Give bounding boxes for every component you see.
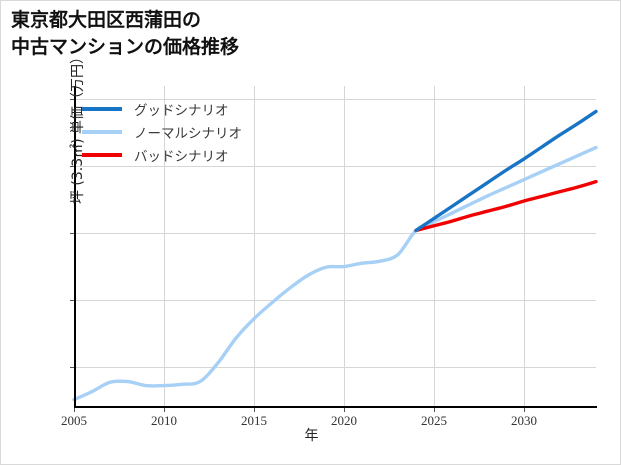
x-tick-label: 2020 — [331, 413, 357, 428]
legend-label: グッドシナリオ — [134, 102, 229, 119]
legend-color-swatch — [82, 129, 122, 134]
series-line — [72, 145, 598, 402]
x-tick-mark — [164, 408, 165, 412]
legend-item[interactable]: ノーマルシナリオ — [82, 120, 242, 143]
x-tick-label: 2010 — [151, 413, 177, 428]
gridline-vertical — [434, 86, 435, 407]
y-axis-spine — [74, 86, 76, 408]
y-tick-mark — [70, 99, 74, 100]
x-tick-mark — [524, 408, 525, 412]
series-line — [414, 179, 598, 233]
y-tick-mark — [70, 367, 74, 368]
plot-area — [72, 86, 598, 407]
x-tick-label: 2025 — [421, 413, 447, 428]
gridline-horizontal — [74, 166, 596, 167]
gridline-horizontal — [74, 233, 596, 234]
gridline-vertical — [344, 86, 345, 407]
legend-item[interactable]: バッドシナリオ — [82, 143, 242, 166]
gridline-horizontal — [74, 367, 596, 368]
legend-label: ノーマルシナリオ — [134, 125, 242, 142]
legend-color-swatch — [82, 152, 122, 157]
legend-item[interactable]: グッドシナリオ — [82, 97, 242, 120]
x-tick-label: 2015 — [241, 413, 267, 428]
x-tick-mark — [74, 408, 75, 412]
gridline-horizontal — [74, 300, 596, 301]
x-axis-spine — [74, 406, 597, 408]
x-tick-label: 2030 — [511, 413, 537, 428]
y-tick-mark — [70, 233, 74, 234]
plot-background — [74, 86, 596, 407]
gridline-vertical — [254, 86, 255, 407]
legend-label: バッドシナリオ — [134, 148, 229, 165]
y-tick-mark — [70, 300, 74, 301]
legend-color-swatch — [82, 106, 122, 111]
series-line — [414, 109, 598, 233]
x-tick-label: 2005 — [61, 413, 87, 428]
x-tick-mark — [254, 408, 255, 412]
gridline-horizontal — [74, 99, 596, 100]
x-tick-mark — [344, 408, 345, 412]
series-lines — [72, 109, 598, 402]
chart-title: 東京都大田区西蒲田の 中古マンションの価格推移 — [11, 9, 240, 58]
gridline-vertical — [524, 86, 525, 407]
x-axis-label: 年 — [304, 428, 319, 444]
chart-legend: グッドシナリオ ノーマルシナリオ バッドシナリオ — [74, 91, 250, 172]
x-tick-mark — [434, 408, 435, 412]
gridline-vertical — [164, 86, 165, 407]
y-tick-mark — [70, 166, 74, 167]
